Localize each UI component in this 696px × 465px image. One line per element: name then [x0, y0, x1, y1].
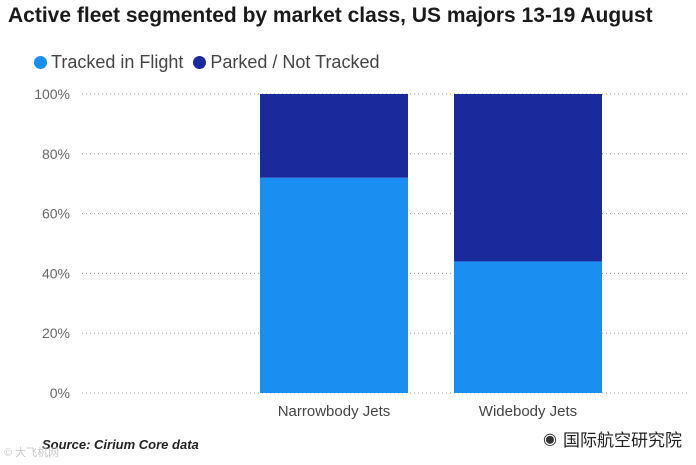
watermark-right: ◉ 国际航空研究院 — [543, 426, 682, 451]
legend-item-parked: Parked / Not Tracked — [193, 52, 379, 73]
bar-segment — [260, 94, 408, 178]
legend-label-parked: Parked / Not Tracked — [210, 52, 380, 72]
y-tick-label: 0% — [50, 385, 70, 401]
bar-segment — [454, 261, 602, 393]
x-tick-label: Widebody Jets — [479, 403, 577, 420]
y-tick-label: 80% — [42, 146, 70, 162]
legend: Tracked in Flight Parked / Not Tracked — [34, 52, 379, 73]
source-note: Source: Cirium Core data — [42, 437, 199, 452]
y-tick-label: 20% — [42, 325, 70, 341]
legend-item-tracked: Tracked in Flight — [34, 52, 183, 73]
x-tick-label: Narrowbody Jets — [278, 403, 391, 420]
y-tick-label: 100% — [34, 86, 70, 102]
watermark-left: © 大飞机网 — [4, 447, 60, 459]
wechat-icon: ◉ — [543, 430, 557, 448]
bar-segment — [454, 94, 602, 262]
y-tick-label: 60% — [42, 206, 70, 222]
legend-swatch-tracked — [34, 56, 47, 69]
chart-title: Active fleet segmented by market class, … — [8, 4, 653, 27]
watermark-right-text: 国际航空研究院 — [563, 431, 682, 450]
y-tick-label: 40% — [42, 265, 70, 281]
legend-label-tracked: Tracked in Flight — [51, 52, 184, 72]
bar-segment — [260, 177, 408, 393]
legend-swatch-parked — [193, 56, 207, 69]
